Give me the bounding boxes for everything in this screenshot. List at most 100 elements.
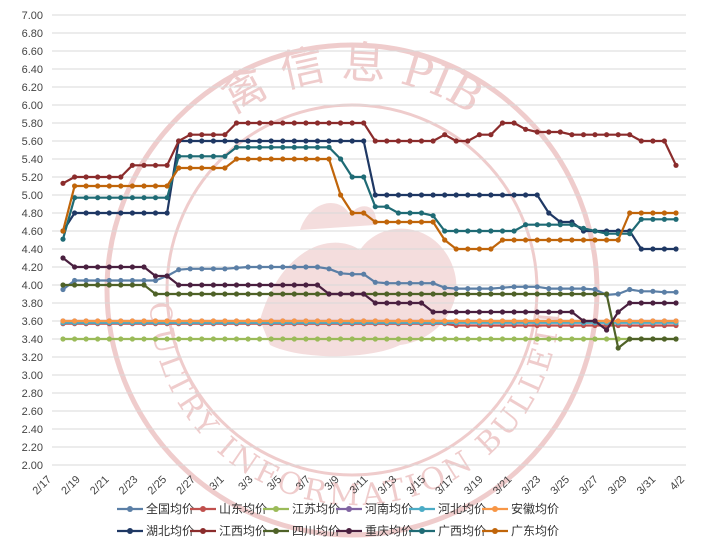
data-point xyxy=(476,286,482,292)
data-point xyxy=(164,273,170,279)
data-point xyxy=(210,138,216,144)
y-tick-label: 2.60 xyxy=(22,406,43,418)
data-point xyxy=(488,132,494,138)
data-point xyxy=(442,336,448,342)
data-point xyxy=(523,309,529,315)
data-point xyxy=(129,183,135,189)
data-point xyxy=(72,174,78,180)
data-point xyxy=(569,336,575,342)
data-point xyxy=(303,144,309,150)
data-point xyxy=(118,183,124,189)
data-point xyxy=(592,237,598,243)
data-point xyxy=(395,280,401,286)
data-point xyxy=(592,291,598,297)
legend-swatch-marker xyxy=(273,528,279,534)
data-point xyxy=(106,195,112,201)
data-point xyxy=(233,144,240,150)
data-point xyxy=(453,138,459,144)
data-point xyxy=(187,165,193,171)
legend-item: 广西均价 xyxy=(409,524,486,538)
data-point xyxy=(95,183,101,189)
data-point xyxy=(268,291,274,297)
data-point xyxy=(164,318,170,324)
data-point xyxy=(349,336,355,342)
data-point xyxy=(141,318,147,324)
data-point xyxy=(83,174,89,180)
data-point xyxy=(418,210,425,216)
data-point xyxy=(384,291,390,297)
data-point xyxy=(592,318,598,324)
data-point xyxy=(280,138,286,144)
data-point xyxy=(176,267,182,273)
data-point xyxy=(395,336,401,342)
data-point xyxy=(453,309,459,315)
data-point xyxy=(361,174,367,180)
data-point xyxy=(222,282,228,288)
data-point xyxy=(384,280,390,286)
data-point xyxy=(372,300,378,306)
data-point xyxy=(430,138,436,144)
data-point xyxy=(326,138,332,144)
data-point xyxy=(499,285,506,291)
data-point xyxy=(257,156,263,162)
data-point xyxy=(534,284,540,290)
data-point xyxy=(338,270,344,276)
data-point xyxy=(534,129,540,135)
data-point xyxy=(199,266,205,272)
legend-swatch-marker xyxy=(419,506,425,512)
data-point xyxy=(673,336,679,342)
legend-item: 江西均价 xyxy=(190,524,267,538)
y-tick-label: 7.00 xyxy=(22,10,43,22)
data-point xyxy=(661,289,668,295)
data-point xyxy=(442,228,448,234)
data-point xyxy=(60,318,66,324)
data-point xyxy=(407,291,413,297)
legend-item: 河南均价 xyxy=(336,501,413,516)
data-point xyxy=(638,288,644,294)
data-point xyxy=(129,210,135,216)
series-11 xyxy=(60,144,679,242)
data-point xyxy=(118,210,124,216)
data-point xyxy=(511,120,517,126)
legend-swatch-marker xyxy=(127,506,133,512)
data-point xyxy=(673,246,679,252)
data-point xyxy=(60,228,66,234)
data-point xyxy=(615,237,621,243)
data-point xyxy=(534,291,540,297)
data-point xyxy=(83,210,89,216)
y-tick-label: 6.40 xyxy=(22,64,43,76)
y-tick-label: 6.20 xyxy=(22,82,43,94)
data-point xyxy=(118,336,124,342)
data-point xyxy=(418,318,425,324)
data-point xyxy=(129,277,135,284)
data-point xyxy=(95,277,101,284)
data-point xyxy=(141,210,147,216)
data-point xyxy=(83,195,89,201)
data-point xyxy=(569,132,575,138)
data-point xyxy=(291,120,297,126)
data-point xyxy=(580,286,587,292)
data-point xyxy=(60,336,66,342)
data-point xyxy=(395,291,401,297)
data-point xyxy=(407,219,413,225)
legend-swatch-marker xyxy=(419,528,425,534)
data-point xyxy=(627,231,633,237)
data-point xyxy=(511,318,517,324)
data-point xyxy=(326,266,332,272)
data-point xyxy=(650,318,656,324)
data-point xyxy=(95,282,101,288)
y-tick-label: 5.20 xyxy=(22,172,43,184)
data-point xyxy=(210,266,216,272)
data-point xyxy=(488,291,494,297)
data-point xyxy=(245,156,251,162)
data-point xyxy=(95,174,101,180)
data-point xyxy=(187,291,193,297)
data-point xyxy=(499,309,506,315)
data-point xyxy=(592,336,598,342)
data-point xyxy=(372,192,378,198)
data-point xyxy=(395,219,401,225)
data-point xyxy=(453,291,459,297)
data-point xyxy=(673,210,679,216)
y-axis: 7.00 6.80 6.60 6.40 6.20 6.00 5.80 5.60 5.40 5.20… xyxy=(22,10,43,472)
data-point xyxy=(407,280,413,286)
